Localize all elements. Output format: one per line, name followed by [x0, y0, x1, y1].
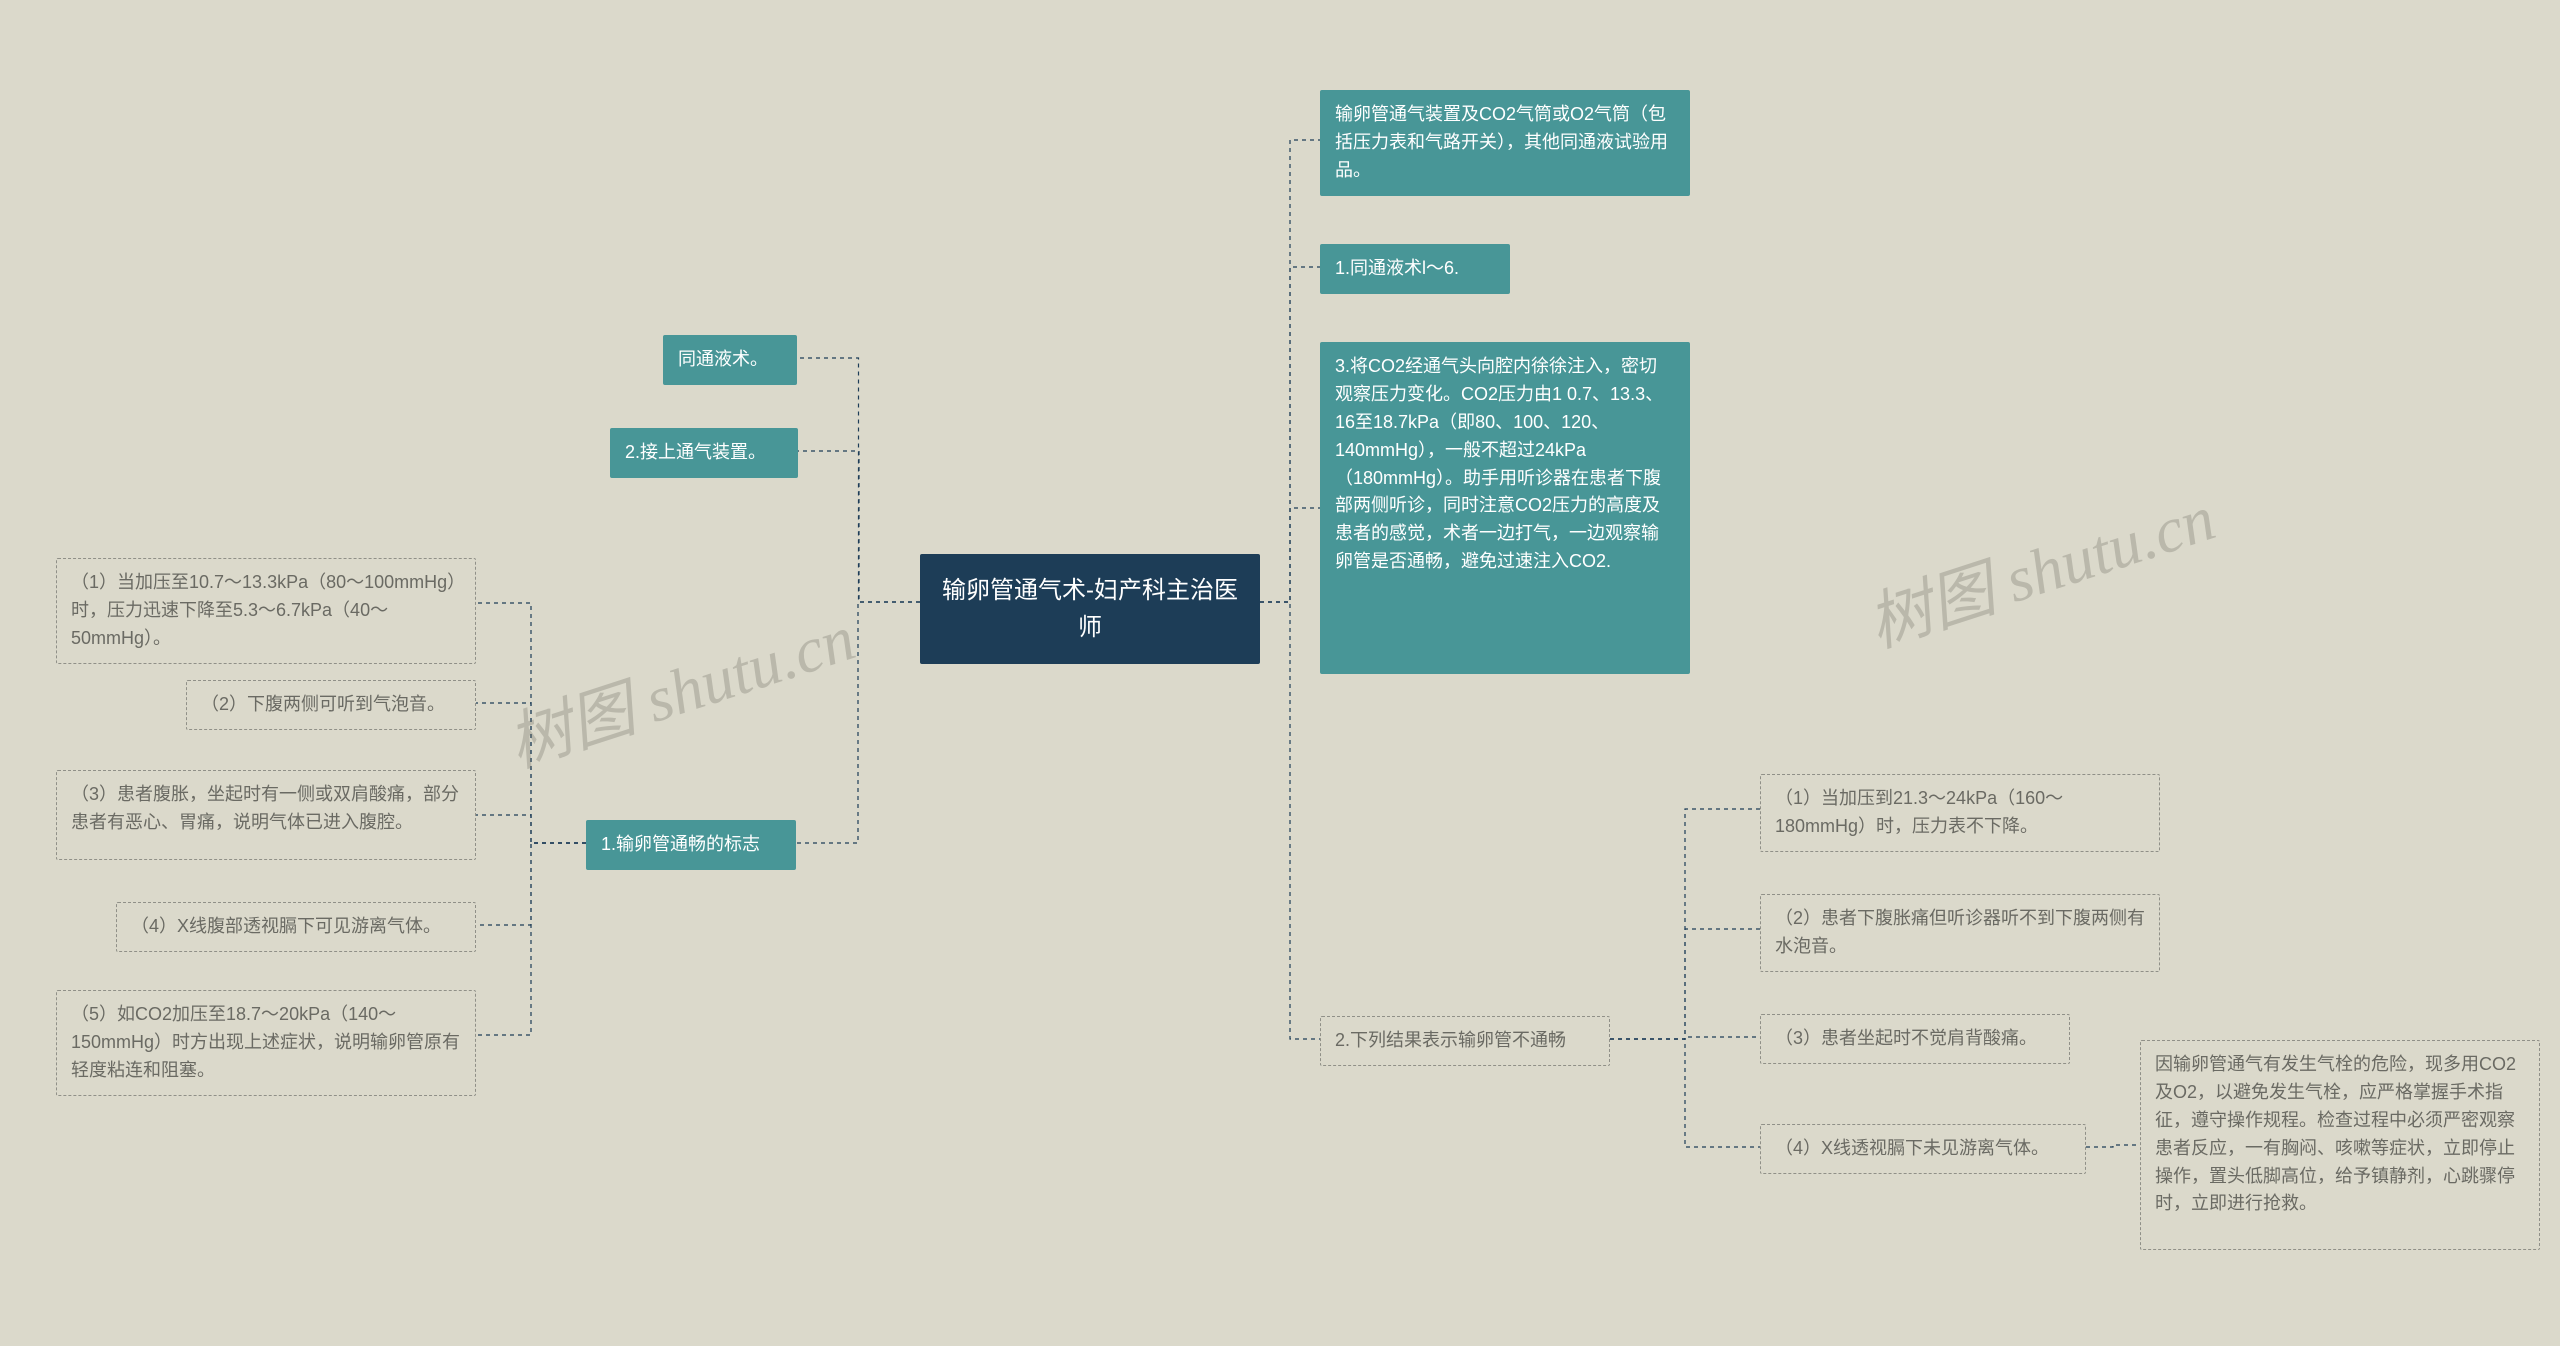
node-L3: 1.输卵管通畅的标志: [586, 820, 796, 870]
node-R4d: （4）X线透视膈下未见游离气体。: [1760, 1124, 2086, 1174]
node-L1: 同通液术。: [663, 335, 797, 385]
node-L3e: （5）如CO2加压至18.7～20kPa（140～150mmHg）时方出现上述症…: [56, 990, 476, 1096]
node-R4b: （2）患者下腹胀痛但听诊器听不到下腹两侧有水泡音。: [1760, 894, 2160, 972]
node-R4a: （1）当加压到21.3～24kPa（160～180mmHg）时，压力表不下降。: [1760, 774, 2160, 852]
node-L2: 2.接上通气装置。: [610, 428, 798, 478]
watermark-1: 树图 shutu.cn: [1855, 467, 2225, 665]
node-L3c: （3）患者腹胀，坐起时有一侧或双肩酸痛，部分患者有恶心、胃痛，说明气体已进入腹腔…: [56, 770, 476, 860]
node-R3: 3.将CO2经通气头向腔内徐徐注入，密切观察压力变化。CO2压力由1 0.7、1…: [1320, 342, 1690, 674]
watermark-0: 树图 shutu.cn: [495, 587, 865, 785]
node-R1: 输卵管通气装置及CO2气筒或O2气筒（包括压力表和气路开关），其他同通液试验用品…: [1320, 90, 1690, 196]
node-R4: 2.下列结果表示输卵管不通畅: [1320, 1016, 1610, 1066]
node-L3a: （1）当加压至10.7～13.3kPa（80～100mmHg）时，压力迅速下降至…: [56, 558, 476, 664]
root-node: 输卵管通气术-妇产科主治医师: [920, 554, 1260, 664]
node-L3d: （4）X线腹部透视膈下可见游离气体。: [116, 902, 476, 952]
node-R4c: （3）患者坐起时不觉肩背酸痛。: [1760, 1014, 2070, 1064]
node-R4d1: 因输卵管通气有发生气栓的危险，现多用CO2及O2，以避免发生气栓，应严格掌握手术…: [2140, 1040, 2540, 1250]
node-L3b: （2）下腹两侧可听到气泡音。: [186, 680, 476, 730]
node-R2: 1.同通液术l～6.: [1320, 244, 1510, 294]
